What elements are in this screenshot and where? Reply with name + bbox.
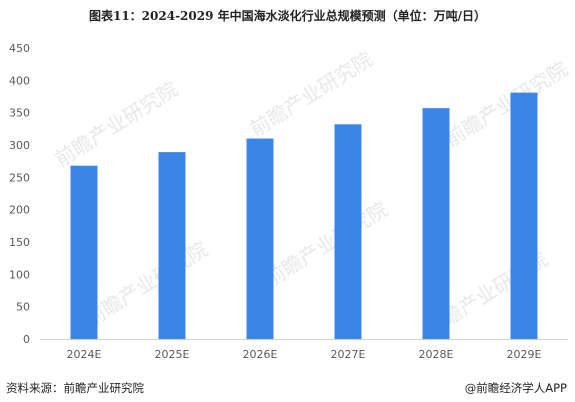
x-tick-label: 2029E xyxy=(507,348,542,361)
x-tick-label: 2026E xyxy=(243,348,278,361)
y-tick-label: 100 xyxy=(9,268,30,281)
source-note: 资料来源：前瞻产业研究院 xyxy=(6,381,144,395)
bar-2025E xyxy=(158,152,186,339)
y-tick-label: 200 xyxy=(9,204,30,217)
watermark-text: 前瞻产业研究院 xyxy=(261,197,392,292)
y-tick-label: 50 xyxy=(16,301,30,314)
y-tick-label: 300 xyxy=(9,139,30,152)
watermark-text: 前瞻产业研究院 xyxy=(441,57,572,152)
y-axis-tick-labels: 0 50 100 150 200 250 300 350 400 450 xyxy=(9,42,30,346)
x-tick-label: 2028E xyxy=(419,348,454,361)
y-tick-label: 0 xyxy=(23,333,30,346)
x-axis-tick-labels: 2024E 2025E 2026E 2027E 2028E 2029E xyxy=(67,348,542,361)
bar-2028E xyxy=(422,108,450,339)
x-tick-label: 2027E xyxy=(331,348,366,361)
x-tick-label: 2025E xyxy=(155,348,190,361)
bar-series xyxy=(70,92,538,340)
bar-2026E xyxy=(246,138,274,339)
y-tick-label: 450 xyxy=(9,42,30,55)
chart-title: 图表11：2024-2029 年中国海水淡化行业总规模预测（单位：万吨/日） xyxy=(88,9,487,23)
y-tick-label: 150 xyxy=(9,236,30,249)
bar-2027E xyxy=(334,124,362,339)
x-tick-label: 2024E xyxy=(67,348,102,361)
y-tick-label: 250 xyxy=(9,171,30,184)
credit-note: @前瞻经济学人APP xyxy=(464,381,567,395)
y-tick-label: 400 xyxy=(9,74,30,87)
watermark-text: 前瞻产业研究院 xyxy=(81,237,212,332)
bar-2029E xyxy=(510,92,538,340)
y-tick-label: 350 xyxy=(9,107,30,120)
bar-2024E xyxy=(70,165,98,339)
